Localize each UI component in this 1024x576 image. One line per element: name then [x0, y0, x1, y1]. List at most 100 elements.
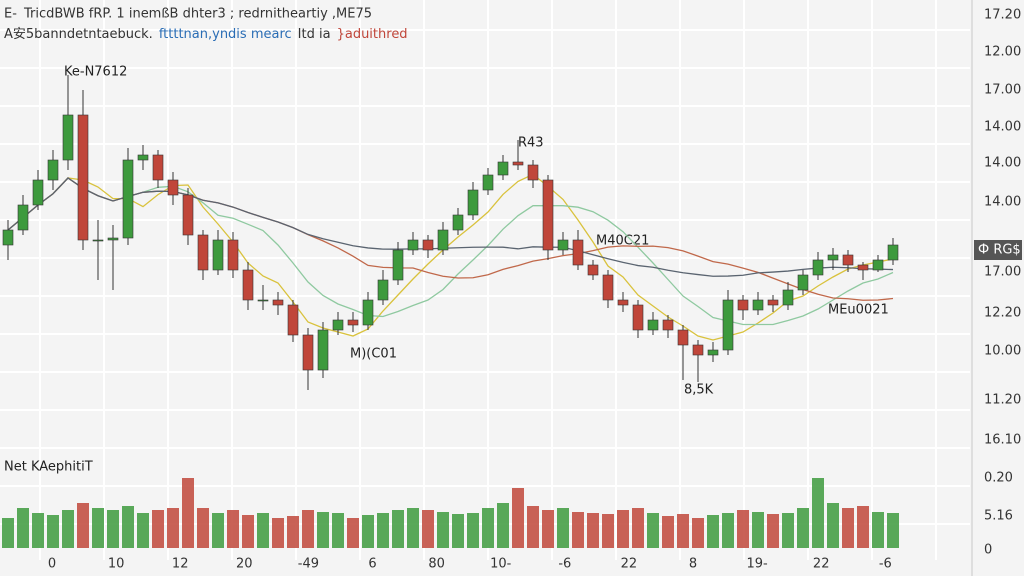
background-grid: [0, 0, 970, 560]
volume-bar: [512, 488, 524, 548]
volume-bar: [407, 508, 419, 548]
candle-body: [812, 259, 824, 276]
header-part: }aduithred: [337, 27, 408, 42]
candle-body: [437, 229, 449, 251]
volume-bar: [587, 513, 599, 548]
candle-body: [857, 264, 869, 271]
price-label: 10.00: [984, 344, 1021, 359]
candle-body: [242, 269, 254, 301]
candle-body: [77, 114, 89, 241]
volume-bar: [542, 510, 554, 548]
candle-body: [707, 349, 719, 356]
candle-body: [332, 319, 344, 331]
volume-bar: [287, 516, 299, 548]
candle-body: [722, 299, 734, 351]
volume-bar: [32, 513, 44, 548]
volume-bar: [77, 503, 89, 548]
volume-bar: [872, 512, 884, 548]
volume-bar: [62, 510, 74, 548]
price-label: 11.20: [984, 393, 1021, 408]
candle-body: [2, 229, 14, 246]
volume-bar: [272, 518, 284, 548]
volume-bar: [812, 478, 824, 548]
candle-body: [482, 174, 494, 191]
candle-body: [677, 329, 689, 346]
time-label: -49: [298, 557, 319, 572]
moving-average: [7, 173, 894, 341]
candle-body: [692, 344, 704, 356]
volume-bar: [617, 510, 629, 548]
volume-bar: [17, 508, 29, 548]
moving-average: [7, 177, 894, 277]
time-label: 80: [428, 557, 445, 572]
candle-body: [782, 289, 794, 306]
candle-body: [107, 237, 119, 241]
volume-bar: [242, 515, 254, 548]
time-label: 19-: [746, 557, 768, 572]
annotation: R43: [518, 136, 544, 151]
candle-body: [767, 299, 779, 306]
price-label: 17.20: [984, 8, 1021, 23]
volume-bar: [452, 514, 464, 548]
candle-body: [272, 299, 284, 306]
price-label: 14.00: [984, 195, 1021, 210]
header-icon: E-: [4, 7, 17, 22]
candle-body: [17, 204, 29, 231]
volume-bar: [2, 518, 14, 548]
volume-label: Net KAephitiT: [4, 460, 93, 475]
volume-bar: [782, 513, 794, 548]
time-label: -6: [879, 557, 892, 572]
candle-body: [422, 239, 434, 251]
candle-body: [227, 239, 239, 271]
volume-bar: [497, 503, 509, 548]
volume-bar: [377, 513, 389, 548]
candle-body: [32, 179, 44, 206]
volume-bar: [722, 513, 734, 548]
time-label: 10-: [490, 557, 512, 572]
volume-bar: [602, 514, 614, 548]
volume-bar: [227, 510, 239, 548]
price-badge-box: [974, 240, 1022, 260]
candle-body: [737, 299, 749, 311]
candle-body: [632, 304, 644, 331]
candle-body: [182, 194, 194, 236]
volume-bar: [137, 513, 149, 548]
volume-bar: [737, 510, 749, 548]
price-label: 0: [984, 543, 992, 558]
volume-bar: [302, 510, 314, 548]
volume-bar: [647, 513, 659, 548]
volume-bar: [122, 506, 134, 548]
volume-bar: [212, 513, 224, 548]
candle-body: [572, 239, 584, 266]
time-label: 8: [689, 557, 697, 572]
candle-body: [887, 244, 899, 261]
annotation: M)(C01: [350, 347, 397, 362]
volume-bar: [857, 506, 869, 548]
candle-body: [827, 254, 839, 261]
price-label: 12.20: [984, 306, 1021, 321]
candle-body: [557, 239, 569, 251]
candle-body: [377, 279, 389, 301]
time-label: 10: [108, 557, 125, 572]
volume-bar: [197, 508, 209, 548]
volume-bar: [632, 508, 644, 548]
candle-body: [152, 154, 164, 181]
candle-body: [167, 179, 179, 196]
header-subtitle: A安5banndetntaebuck. fttttnan,yndis mearc I…: [4, 27, 408, 42]
header-part: A安5banndetntaebuck.: [4, 27, 153, 42]
candle-body: [662, 319, 674, 331]
time-label: -6: [558, 557, 571, 572]
candle-body: [212, 239, 224, 271]
candle-body: [587, 264, 599, 276]
volume-bar: [527, 506, 539, 548]
candle-body: [647, 319, 659, 331]
annotation: MEu0021: [828, 303, 889, 318]
volume-bar: [692, 518, 704, 548]
volume-bar: [707, 515, 719, 548]
volume-bar: [467, 513, 479, 548]
header-part: Itd ia: [298, 27, 331, 42]
candle-body: [452, 214, 464, 231]
candle-body: [752, 299, 764, 311]
candle-body: [407, 239, 419, 251]
price-label: 17.00: [984, 83, 1021, 98]
